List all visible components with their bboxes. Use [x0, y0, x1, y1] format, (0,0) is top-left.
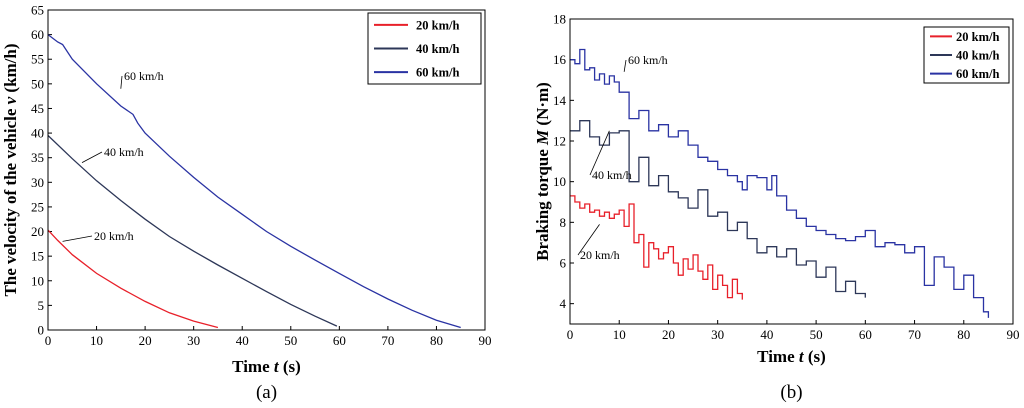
- y-tick-label: 16: [553, 52, 567, 67]
- y-tick-label: 45: [31, 101, 44, 116]
- x-tick-label: 60: [859, 327, 872, 342]
- annotation-label: 20 km/h: [94, 229, 134, 243]
- y-tick-label: 35: [31, 150, 44, 165]
- annotation-label: 60 km/h: [628, 53, 668, 67]
- series-line-40-km-h: [47, 135, 338, 327]
- torque-legend: 20 km/h 40 km/h 60 km/h: [923, 26, 1010, 84]
- x-tick-label: 0: [567, 327, 574, 342]
- annotation-leader: [120, 75, 123, 89]
- legend-label: 60 km/h: [416, 66, 459, 80]
- velocity-annotations: 20 km/h 40 km/h 60 km/h: [62, 69, 164, 243]
- x-tick-label: 20: [662, 327, 675, 342]
- y-tick-label: 55: [31, 52, 44, 67]
- y-tick-label: 10: [31, 273, 44, 288]
- legend-label: 60 km/h: [956, 67, 999, 81]
- x-tick-label: 80: [430, 333, 443, 348]
- torque-series: [570, 48, 990, 318]
- torque-plot-frame: [569, 18, 1014, 325]
- x-tick-label: 70: [381, 333, 394, 348]
- x-tick-label: 90: [1007, 327, 1020, 342]
- y-tick-label: 20: [31, 224, 44, 239]
- y-tick-label: 50: [31, 76, 44, 91]
- x-tick-label: 30: [187, 333, 200, 348]
- x-tick-label: 70: [908, 327, 921, 342]
- y-tick-label: 18: [553, 12, 566, 27]
- x-tick-label: 40: [236, 333, 249, 348]
- x-tick-label: 90: [479, 333, 492, 348]
- y-tick-label: 25: [31, 199, 44, 214]
- x-tick-label: 10: [90, 333, 103, 348]
- legend-label: 40 km/h: [416, 42, 459, 56]
- y-tick-label: 14: [553, 93, 567, 108]
- torque-annotations: 20 km/h 40 km/h 60 km/h: [577, 53, 668, 262]
- y-tick-label: 40: [31, 126, 44, 141]
- velocity-legend: 20 km/h 40 km/h 60 km/h: [367, 12, 482, 85]
- series-line-20-km-h: [47, 229, 219, 329]
- y-tick-label: 60: [31, 27, 44, 42]
- torque-y-axis-label: Braking torque M (N·m): [533, 82, 552, 261]
- x-tick-label: 20: [139, 333, 152, 348]
- x-tick-label: 30: [711, 327, 724, 342]
- x-tick-label: 80: [957, 327, 970, 342]
- series-line-60-km-h: [570, 48, 990, 318]
- x-tick-label: 40: [760, 327, 773, 342]
- velocity-chart: 0 10 20 30 40 50 60 70 80 90 0 5 10 15 20 25 30 35 40 45 50 5…: [1, 3, 492, 404]
- series-line-20-km-h: [570, 195, 743, 300]
- y-tick-label: 8: [560, 215, 567, 230]
- series-line-40-km-h: [570, 120, 866, 298]
- annotation-label: 40 km/h: [592, 168, 632, 182]
- y-tick-label: 0: [38, 323, 45, 338]
- y-tick-label: 4: [560, 296, 567, 311]
- annotation-label: 20 km/h: [580, 248, 620, 262]
- y-tick-label: 10: [553, 174, 566, 189]
- torque-chart: 0 10 20 30 40 50 60 70 80 90 4 6 8 10 12 14 16 18 20 km/h…: [533, 12, 1020, 404]
- velocity-plot-frame: [47, 9, 486, 331]
- y-tick-label: 5: [38, 298, 45, 313]
- velocity-x-axis-label: Time t (s): [232, 357, 301, 376]
- x-tick-label: 50: [284, 333, 297, 348]
- y-tick-label: 6: [560, 256, 567, 271]
- y-tick-label: 30: [31, 175, 44, 190]
- x-tick-label: 10: [613, 327, 626, 342]
- torque-axis-ticks: 0 10 20 30 40 50 60 70 80 90 4 6 8 10 12 14 16 18: [553, 12, 1020, 343]
- y-tick-label: 12: [553, 134, 566, 149]
- annotation-leader: [577, 224, 600, 256]
- velocity-y-axis-label: The velocity of the vehicle v (km/h): [1, 43, 20, 296]
- velocity-series: [47, 34, 461, 329]
- series-line-60-km-h: [47, 34, 461, 329]
- annotation-leader: [589, 130, 610, 176]
- x-tick-label: 60: [333, 333, 346, 348]
- panel-a-caption: (a): [256, 382, 277, 403]
- annotation-label: 60 km/h: [124, 69, 164, 83]
- legend-label: 40 km/h: [956, 49, 999, 63]
- legend-label: 20 km/h: [416, 18, 459, 32]
- panel-b-caption: (b): [780, 382, 802, 403]
- annotation-leader: [62, 235, 93, 242]
- annotation-leader: [81, 151, 103, 163]
- y-tick-label: 65: [31, 3, 44, 18]
- y-tick-label: 15: [31, 249, 44, 264]
- annotation-label: 40 km/h: [104, 145, 144, 159]
- x-tick-label: 0: [45, 333, 52, 348]
- annotation-leader: [623, 59, 627, 72]
- x-tick-label: 50: [810, 327, 823, 342]
- torque-x-axis-label: Time t (s): [757, 347, 826, 366]
- legend-label: 20 km/h: [956, 30, 999, 44]
